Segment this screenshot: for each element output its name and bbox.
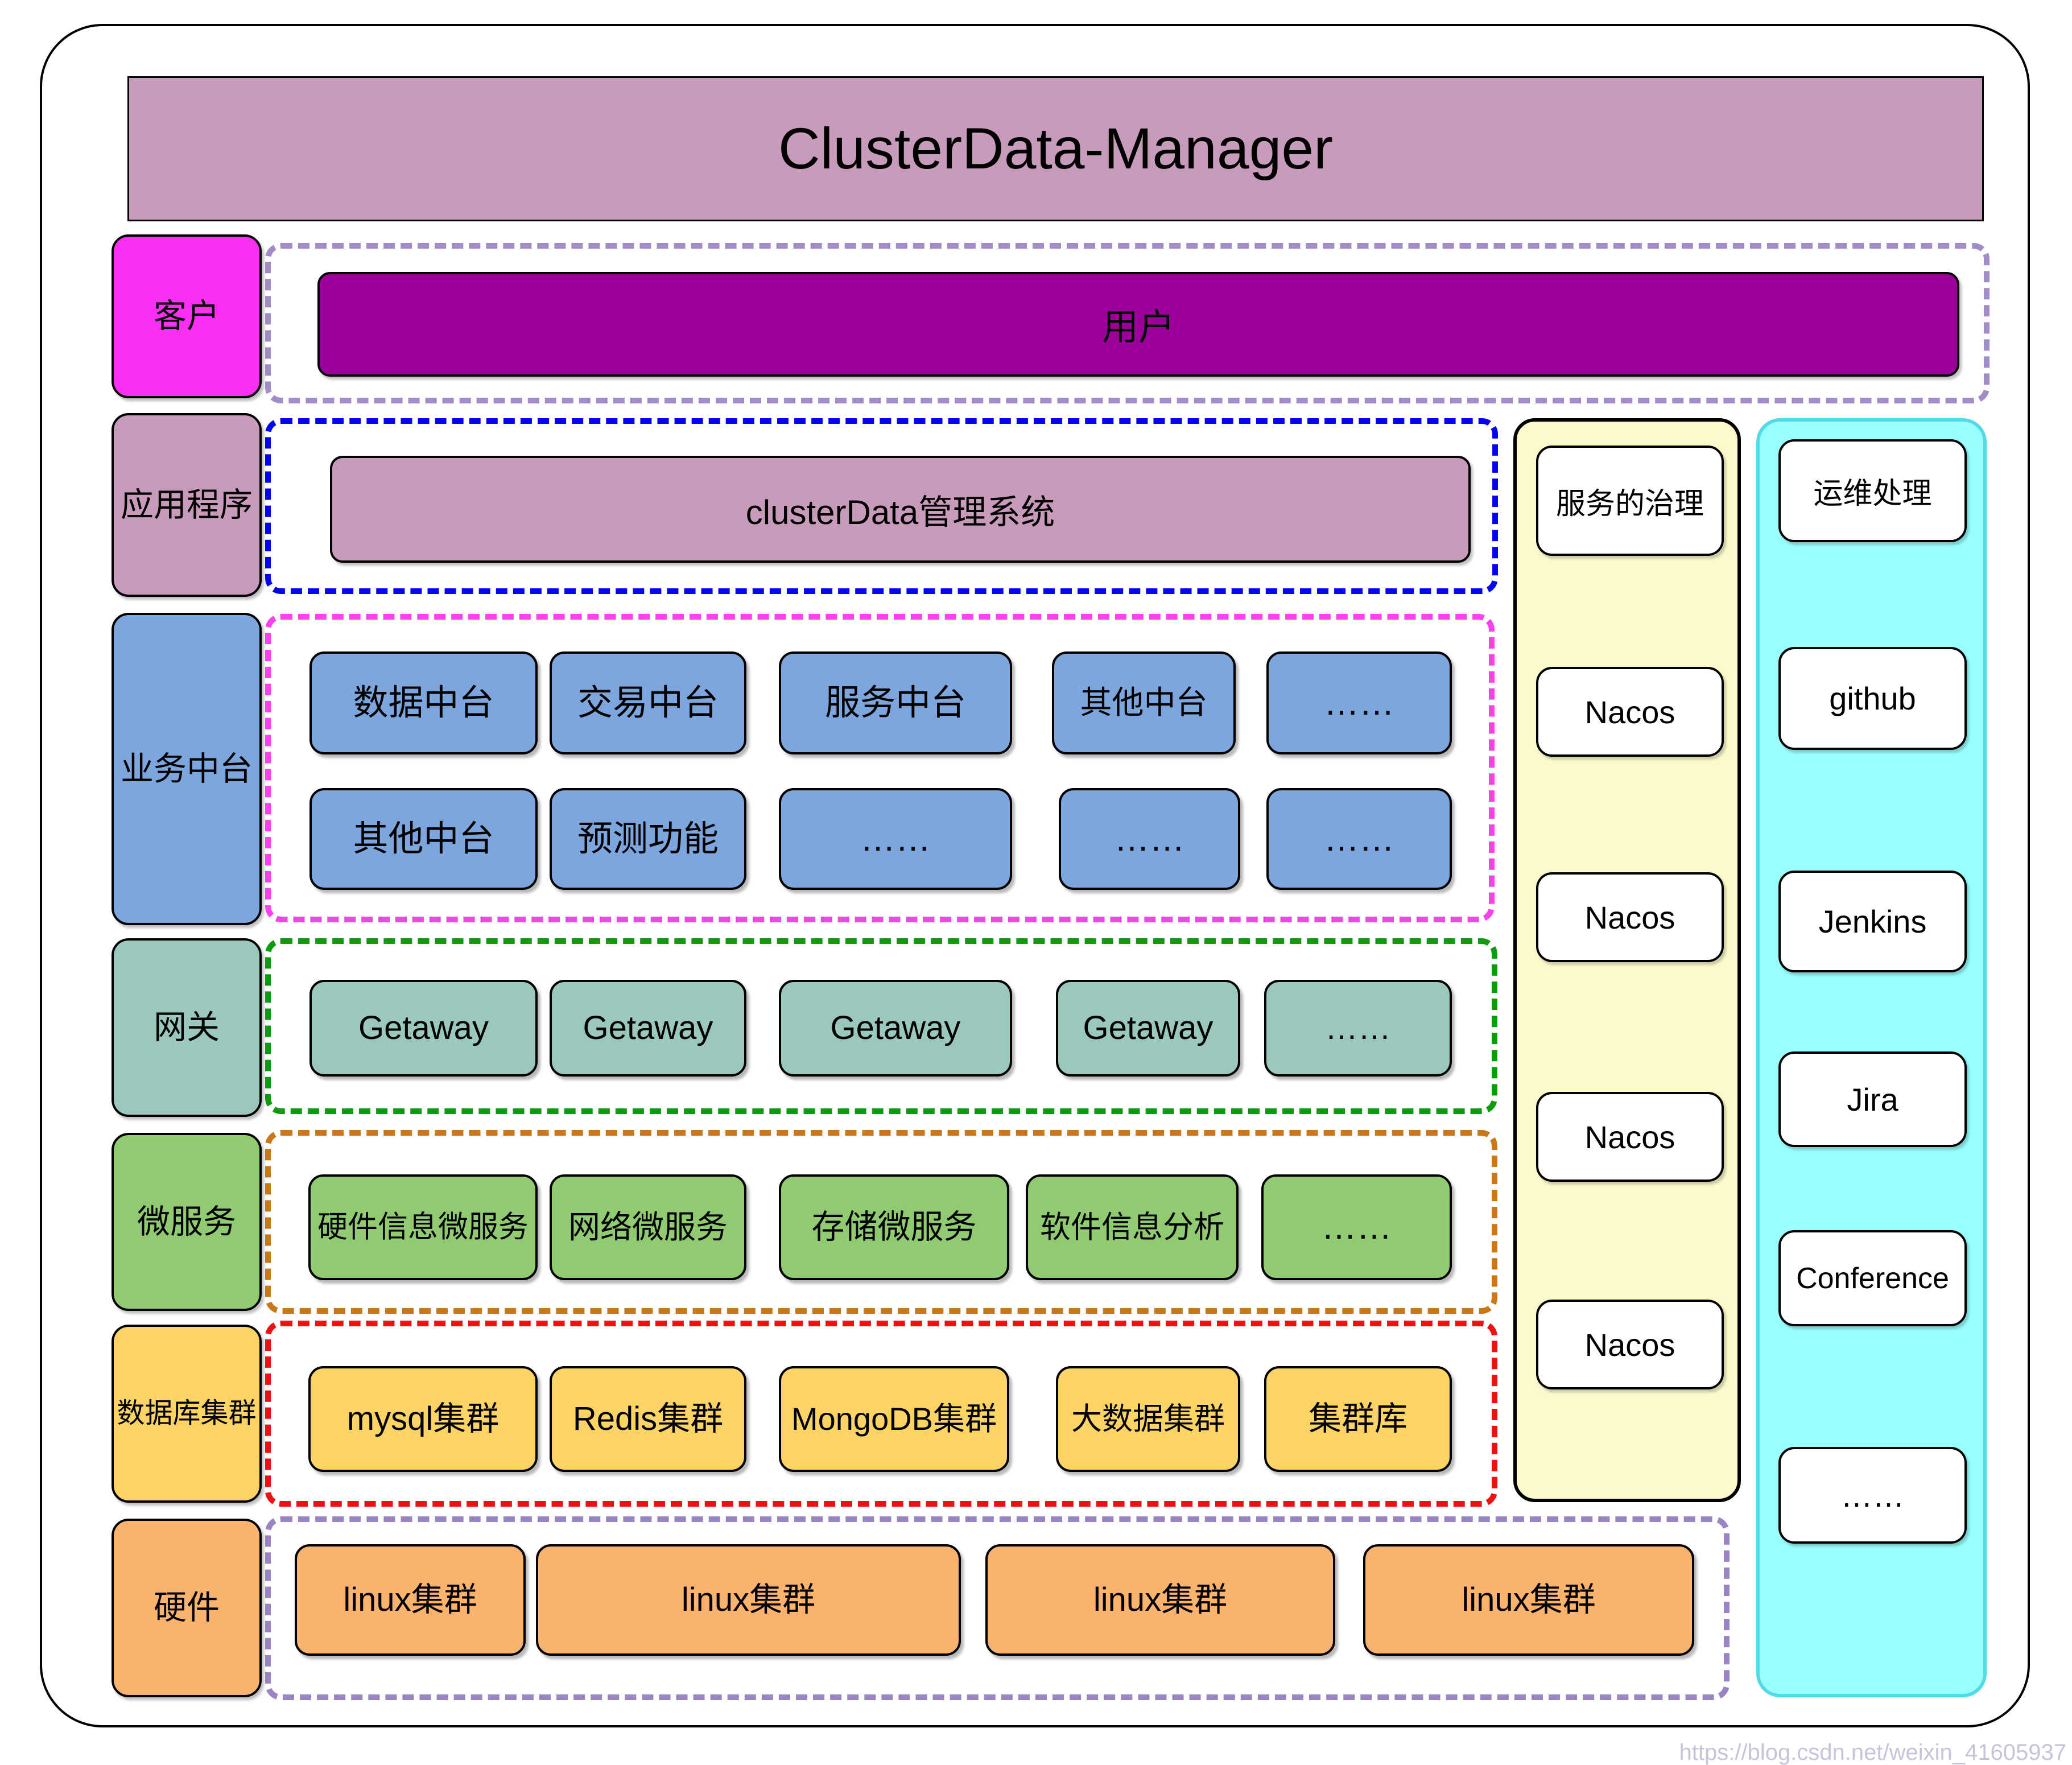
client-zone: [265, 243, 1990, 403]
gateway-zone: [265, 938, 1497, 1114]
midplatform-box: 预测功能: [550, 788, 746, 890]
midplatform-box: 其他中台: [309, 788, 538, 890]
midplatform-box: 其他中台: [1052, 651, 1236, 754]
nacos-box: Nacos: [1536, 667, 1724, 757]
ops-box: Jenkins: [1778, 871, 1967, 972]
midplatform-box: 服务中台: [779, 651, 1012, 754]
layer-label-midplatform: 业务中台: [112, 613, 262, 925]
database-box: mysql集群: [308, 1366, 538, 1472]
gateway-box: ……: [1264, 980, 1452, 1077]
governance-title-box: 服务的治理: [1536, 446, 1724, 556]
watermark: https://blog.csdn.net/weixin_41605937: [1679, 1740, 2067, 1765]
database-zone: [265, 1321, 1497, 1507]
hardware-box: linux集群: [985, 1544, 1335, 1656]
microservice-zone: [265, 1130, 1497, 1314]
gateway-box: Getaway: [779, 980, 1012, 1077]
ops-panel: 运维处理 github Jenkins Jira Conference ……: [1756, 418, 1987, 1697]
midplatform-box: 交易中台: [550, 651, 746, 754]
database-box: 大数据集群: [1056, 1366, 1240, 1472]
hardware-zone: [265, 1516, 1730, 1700]
database-box: MongoDB集群: [779, 1366, 1009, 1472]
microservice-box: 软件信息分析: [1026, 1174, 1239, 1280]
ops-box: Jira: [1778, 1051, 1967, 1147]
ops-box: github: [1778, 647, 1967, 750]
ops-title-box: 运维处理: [1778, 439, 1967, 542]
layer-label-hardware: 硬件: [112, 1519, 262, 1697]
midplatform-zone: [265, 614, 1495, 922]
database-box: 集群库: [1264, 1366, 1452, 1472]
ops-box: ……: [1778, 1447, 1967, 1544]
ops-box: Conference: [1778, 1230, 1967, 1326]
gateway-box: Getaway: [309, 980, 538, 1077]
nacos-box: Nacos: [1536, 872, 1724, 962]
layer-label-app: 应用程序: [112, 413, 262, 597]
layer-label-gateway: 网关: [112, 938, 262, 1117]
layer-label-microservice: 微服务: [112, 1133, 262, 1311]
midplatform-box: ……: [1266, 651, 1452, 754]
nacos-box: Nacos: [1536, 1300, 1724, 1389]
hardware-box: linux集群: [1363, 1544, 1694, 1656]
hardware-box: linux集群: [295, 1544, 526, 1656]
midplatform-box: ……: [779, 788, 1012, 890]
layer-label-client: 客户: [112, 234, 262, 398]
layer-label-database: 数据库集群: [112, 1325, 262, 1503]
app-system-bar: clusterData管理系统: [330, 456, 1471, 563]
microservice-box: ……: [1261, 1174, 1452, 1280]
microservice-box: 存储微服务: [779, 1174, 1009, 1280]
hardware-box: linux集群: [536, 1544, 961, 1656]
app-zone: [265, 418, 1498, 594]
gateway-box: Getaway: [550, 980, 746, 1077]
midplatform-box: ……: [1266, 788, 1452, 890]
midplatform-box: ……: [1059, 788, 1240, 890]
user-bar: 用户: [317, 272, 1959, 377]
nacos-box: Nacos: [1536, 1092, 1724, 1182]
gateway-box: Getaway: [1056, 980, 1240, 1077]
diagram-title: ClusterData-Manager: [127, 76, 1984, 221]
governance-panel: 服务的治理 Nacos Nacos Nacos Nacos: [1513, 418, 1741, 1502]
database-box: Redis集群: [550, 1366, 746, 1472]
microservice-box: 网络微服务: [550, 1174, 746, 1280]
microservice-box: 硬件信息微服务: [308, 1174, 538, 1280]
midplatform-box: 数据中台: [309, 651, 538, 754]
